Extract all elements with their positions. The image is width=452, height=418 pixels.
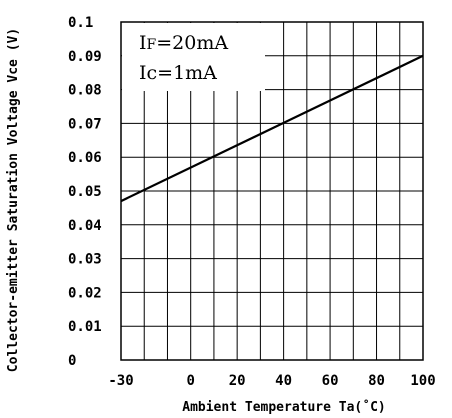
plot-frame <box>120 21 424 361</box>
x-axis-title: Ambient Temperature Ta(˚C) <box>182 399 386 415</box>
annotation-current-ic: Ic=1mA <box>139 62 217 84</box>
y-tick-label: 0.08 <box>68 83 102 99</box>
y-tick-label: 0.09 <box>68 49 102 65</box>
x-tick-label: 80 <box>368 373 385 389</box>
x-tick-labels: -30 0 20 40 60 80 100 <box>108 373 435 389</box>
y-axis-title: Collector-emitter Saturation Voltage Vce… <box>6 28 21 372</box>
y-tick-label: 0 <box>68 353 76 369</box>
y-tick-label: 0.05 <box>68 184 102 200</box>
y-tick-label: 0.04 <box>68 218 102 234</box>
y-tick-label: 0.07 <box>68 116 102 132</box>
x-tick-label: 60 <box>322 373 339 389</box>
y-tick-label: 0.03 <box>68 252 102 268</box>
x-tick-label: 100 <box>410 373 435 389</box>
x-tick-label: 20 <box>229 373 246 389</box>
y-tick-label: 0.06 <box>68 150 102 166</box>
y-tick-label: 0.01 <box>68 319 102 335</box>
x-tick-label: -30 <box>108 373 133 389</box>
y-tick-label: 0.1 <box>68 15 93 31</box>
x-tick-label: 40 <box>275 373 292 389</box>
series-line <box>120 54 424 203</box>
x-tick-label: 0 <box>186 373 194 389</box>
y-tick-labels: 0 0.01 0.02 0.03 0.04 0.05 0.06 0.07 0.08 0.09 0.1 <box>68 15 102 369</box>
annotation-current-if: IF=20mA <box>139 32 228 54</box>
series-layer <box>120 54 424 203</box>
y-tick-label: 0.02 <box>68 285 102 301</box>
annotation-box <box>122 23 265 91</box>
